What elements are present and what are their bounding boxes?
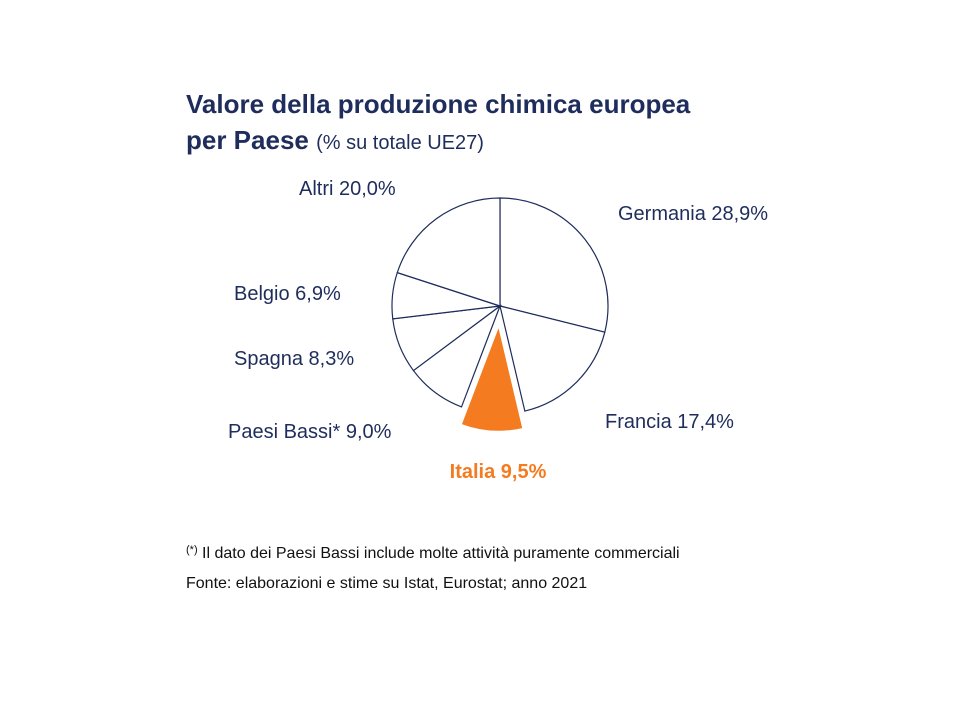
slice-label-italia: Italia 9,5% <box>450 461 547 483</box>
slice-label-altri: Altri 20,0% <box>299 178 396 200</box>
slice-label-spagna: Spagna 8,3% <box>234 348 354 370</box>
footnote-mark: (*) <box>186 544 198 556</box>
footnote: (*) Il dato dei Paesi Bassi include molt… <box>186 544 680 563</box>
chart-title-line1: Valore della produzione chimica europea <box>186 89 691 119</box>
pie-slice-altri <box>396 197 501 307</box>
footnote-text: Il dato dei Paesi Bassi include molte at… <box>197 545 680 562</box>
pie-slice-francia <box>499 305 606 412</box>
chart-subtitle: (% su totale UE27) <box>316 132 484 154</box>
pie-slice-italia <box>458 319 526 434</box>
pie-slice-germania <box>499 197 609 333</box>
chart-title: Valore della produzione chimica europea … <box>186 86 690 161</box>
chart-title-line2-wrap: per Paese (% su totale UE27) <box>186 122 690 161</box>
slice-label-paesi-bassi: Paesi Bassi* 9,0% <box>228 421 392 443</box>
chart-title-line2: per Paese <box>186 125 309 155</box>
slice-label-germania: Germania 28,9% <box>618 203 768 225</box>
slice-label-belgio: Belgio 6,9% <box>234 283 341 305</box>
slice-label-francia: Francia 17,4% <box>605 411 734 433</box>
source-note: Fonte: elaborazioni e stime su Istat, Eu… <box>186 575 588 592</box>
